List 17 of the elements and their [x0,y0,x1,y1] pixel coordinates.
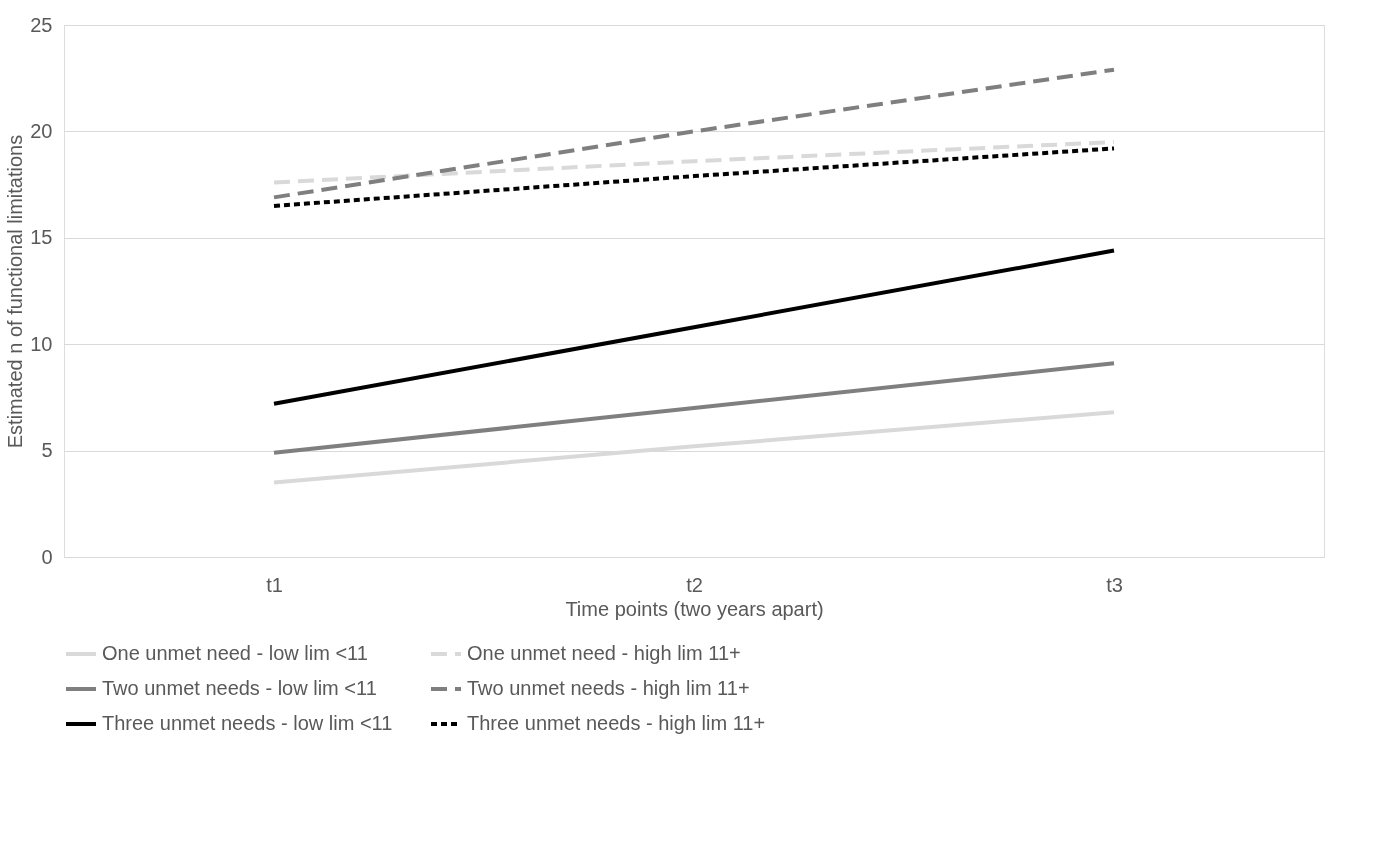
y-tick-label: 15 [30,226,53,249]
legend-label: One unmet need - low lim <11 [102,642,368,664]
y-tick-label: 10 [30,332,53,355]
x-tick-label: t3 [1106,573,1123,596]
legend-label: One unmet need - high lim 11+ [467,642,741,664]
y-axis-title: Estimated n of functional limitations [4,134,27,449]
legend-label: Two unmet needs - low lim <11 [102,677,377,699]
x-tick-label: t1 [266,573,283,596]
y-tick-label: 25 [30,13,53,36]
y-tick-label: 20 [30,119,53,142]
y-tick-label: 5 [41,439,53,462]
y-tick-label: 0 [41,545,53,568]
legend-label: Two unmet needs - high lim 11+ [467,677,750,699]
legend-label: Three unmet needs - low lim <11 [102,712,393,734]
x-axis-title: Time points (two years apart) [565,597,824,620]
legend-label: Three unmet needs - high lim 11+ [467,712,766,734]
x-tick-label: t2 [686,573,703,596]
